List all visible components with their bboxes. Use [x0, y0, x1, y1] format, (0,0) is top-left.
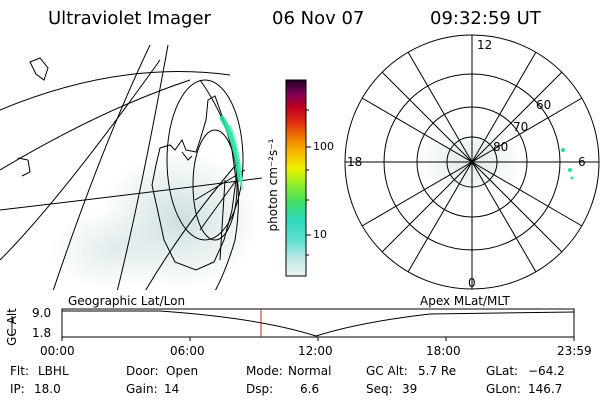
xtick-0000: 00:00	[40, 344, 75, 358]
colorbar	[285, 79, 307, 277]
mlat-label-60: 60	[536, 98, 552, 112]
glat-value: −64.2	[528, 364, 565, 378]
xtick-1200: 12:00	[298, 344, 333, 358]
mlat-label-80: 80	[493, 140, 509, 154]
dsp-label: Dsp:	[246, 382, 274, 396]
gc-alt-value: 5.7 Re	[418, 364, 457, 378]
glon-value: 146.7	[528, 382, 563, 396]
colorbar-tick-10: 10	[313, 228, 327, 241]
ip-value: 18.0	[34, 382, 61, 396]
dsp-value: 6.6	[300, 382, 320, 396]
aurora-oval	[219, 115, 243, 183]
polar-mlat-mlt-plot	[344, 34, 600, 290]
faint-emission	[50, 210, 170, 290]
altitude-ylabel: GC Alt	[5, 308, 19, 346]
geographic-map-panel	[0, 45, 262, 290]
filter-value: LBHL	[38, 364, 69, 378]
seq-label: Seq:	[366, 382, 393, 396]
apex-panel-label: Apex MLat/MLT	[420, 294, 510, 308]
mlat-label-70: 70	[513, 120, 529, 134]
mlt-label-12: 12	[477, 38, 493, 52]
xtick-2359: 23:59	[557, 344, 592, 358]
colorbar-label: photon cm⁻²s⁻¹	[266, 138, 280, 232]
altitude-ytick-max: 9.0	[32, 306, 52, 320]
xtick-0600: 06:00	[170, 344, 205, 358]
filter-label: Flt:	[10, 364, 29, 378]
altitude-curve	[62, 310, 575, 337]
door-value: Open	[166, 364, 199, 378]
gc-alt-label: GC Alt:	[366, 364, 408, 378]
glat-label: GLat:	[486, 364, 519, 378]
gain-label: Gain:	[126, 382, 158, 396]
mode-label: Mode:	[246, 364, 283, 378]
door-label: Door:	[126, 364, 159, 378]
mode-value: Normal	[288, 364, 332, 378]
colorbar-tick-100: 100	[313, 140, 334, 153]
mlt-label-18: 18	[347, 155, 363, 169]
mlt-label-0: 0	[468, 276, 476, 290]
time-label: 09:32:59 UT	[430, 8, 541, 29]
seq-value: 39	[402, 382, 418, 396]
geographic-panel-label: Geographic Lat/Lon	[68, 294, 186, 308]
ip-label: IP:	[10, 382, 25, 396]
mlt-label-6: 6	[578, 155, 586, 169]
date-label: 06 Nov 07	[272, 8, 365, 29]
instrument-title: Ultraviolet Imager	[48, 8, 211, 29]
xtick-1800: 18:00	[426, 344, 461, 358]
gain-value: 14	[164, 382, 180, 396]
altitude-ytick-min: 1.8	[32, 326, 52, 340]
glon-label: GLon:	[486, 382, 521, 396]
